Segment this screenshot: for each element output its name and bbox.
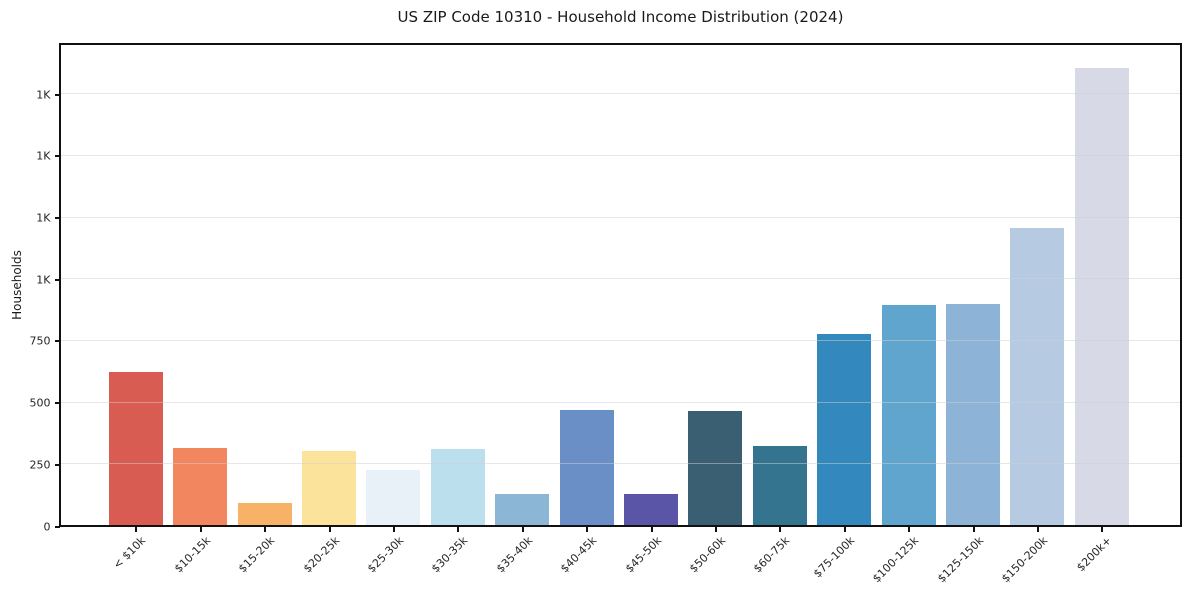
bar: [173, 447, 228, 525]
y-tick-label: 250: [29, 458, 51, 472]
x-tick-mark: [714, 526, 717, 532]
x-tick-mark: [1101, 526, 1104, 532]
y-tick-mark: [54, 216, 60, 219]
bar: [624, 494, 678, 525]
bar: [752, 446, 807, 525]
gridline: [61, 93, 1180, 95]
y-tick-mark: [54, 525, 60, 528]
plot-area: [59, 43, 1182, 527]
bar: [108, 371, 163, 525]
y-tick-mark: [54, 340, 60, 343]
bar: [495, 494, 550, 525]
bar: [946, 303, 1000, 525]
gridline: [61, 278, 1180, 280]
x-tick-mark: [650, 526, 653, 532]
bar: [881, 304, 936, 525]
y-tick-label: 1K: [36, 149, 51, 163]
x-tick-mark: [135, 526, 138, 532]
y-tick-mark: [54, 93, 60, 96]
bar: [559, 410, 614, 525]
y-tick-label: 1K: [36, 88, 51, 102]
x-tick-mark: [199, 526, 202, 532]
x-tick-mark: [908, 526, 911, 532]
x-tick-mark: [392, 526, 395, 532]
x-tick-mark: [586, 526, 589, 532]
x-tick-mark: [972, 526, 975, 532]
x-tick-mark: [1036, 526, 1039, 532]
y-tick-label: 500: [29, 396, 51, 410]
gridline: [61, 463, 1180, 465]
gridline: [61, 216, 1180, 218]
gridline: [61, 154, 1180, 156]
y-tick-mark: [54, 155, 60, 158]
bar: [688, 410, 743, 525]
x-tick-mark: [843, 526, 846, 532]
bar: [430, 449, 485, 525]
bar: [237, 503, 292, 525]
chart-title: US ZIP Code 10310 - Household Income Dis…: [397, 8, 844, 26]
y-tick-mark: [54, 463, 60, 466]
x-tick-mark: [264, 526, 267, 532]
y-tick-label: 750: [29, 334, 51, 348]
x-tick-label: < $10k: [110, 533, 149, 572]
x-tick-mark: [779, 526, 782, 532]
bar: [817, 333, 872, 525]
y-tick-mark: [54, 402, 60, 405]
bar: [302, 451, 356, 525]
x-tick-mark: [521, 526, 524, 532]
gridline: [61, 401, 1180, 403]
bar: [366, 469, 421, 525]
y-tick-label: 1K: [36, 211, 51, 225]
y-tick-label: 0: [43, 520, 51, 533]
x-tick-mark: [457, 526, 460, 532]
x-tick-mark: [328, 526, 331, 532]
gridline: [61, 339, 1180, 341]
bar: [1010, 227, 1065, 525]
y-tick-label: 1K: [36, 273, 51, 287]
bar: [1074, 67, 1129, 525]
y-tick-mark: [54, 278, 60, 281]
